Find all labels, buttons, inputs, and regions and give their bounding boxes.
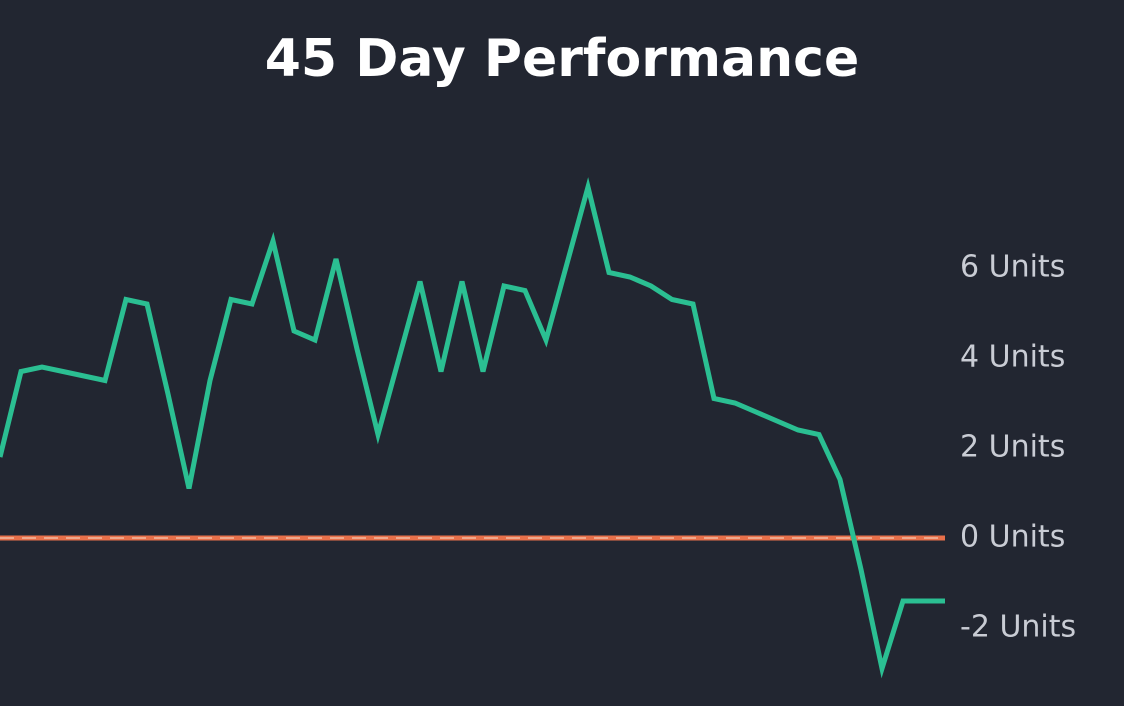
y-tick-label: 6 Units	[960, 250, 1065, 285]
chart-title: 45 Day Performance	[265, 29, 860, 89]
y-tick-label: 2 Units	[960, 430, 1065, 465]
y-tick-label: -2 Units	[960, 610, 1076, 645]
line-series	[0, 177, 945, 679]
y-tick-label: 4 Units	[960, 340, 1065, 375]
y-tick-label: 0 Units	[960, 520, 1065, 555]
